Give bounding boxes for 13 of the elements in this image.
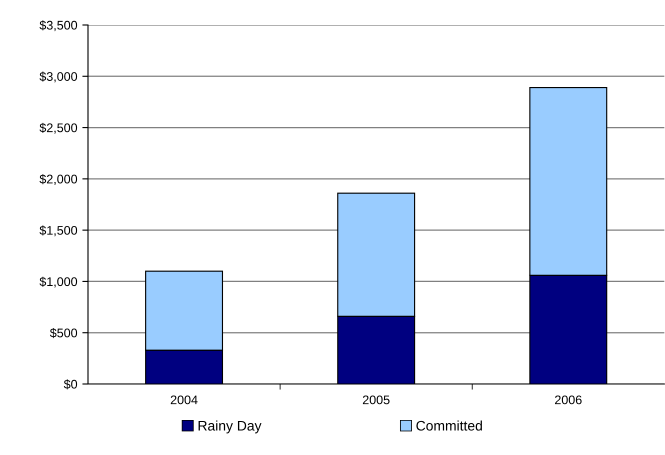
y-tick-label: $2,000 xyxy=(39,174,78,185)
y-tick-label: $3,500 xyxy=(39,20,78,32)
y-tick-label: $1,500 xyxy=(39,225,78,236)
y-tick-label: $500 xyxy=(50,328,78,338)
x-tick-label: 2005 xyxy=(362,395,390,404)
y-tick-label: $0 xyxy=(64,379,78,390)
y-tick-label: $2,500 xyxy=(39,122,78,134)
legend-label: Committed xyxy=(416,420,482,431)
x-tick-label: 2004 xyxy=(170,395,198,404)
x-tick-label: 2006 xyxy=(555,395,582,404)
y-tick-label: $3,000 xyxy=(39,72,78,82)
y-tick-label: $1,000 xyxy=(39,276,78,288)
legend-label: Rainy Day xyxy=(198,420,262,434)
